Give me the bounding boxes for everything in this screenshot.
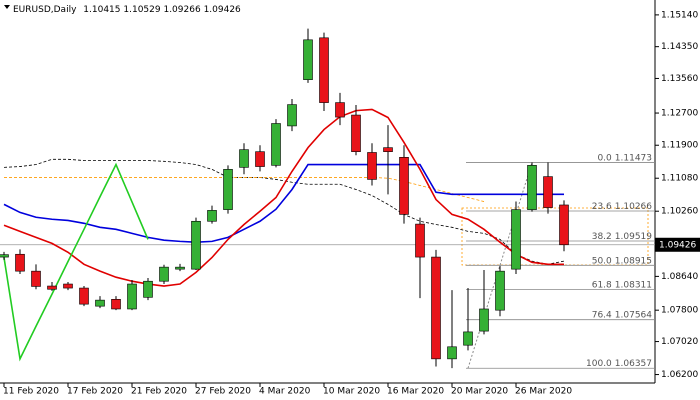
ohlc-high: 1.10529 [123, 5, 160, 15]
symbol: EURUSD,Daily [13, 5, 77, 15]
fib-label: 50.0 1.08915 [592, 256, 652, 266]
y-tick-label: 1.06200 [661, 370, 698, 380]
y-tick-label: 1.12700 [661, 109, 698, 119]
fib-label: 100.0 1.06357 [586, 359, 652, 369]
fib-price: 1.08311 [615, 280, 652, 290]
candle-body [319, 37, 329, 103]
candle-body [0, 254, 9, 258]
candle-body [239, 149, 249, 168]
y-tick-label: 1.15140 [661, 10, 698, 20]
candle-body [287, 104, 297, 127]
y-tick-label: 1.14350 [661, 42, 698, 52]
candle-body [143, 280, 153, 298]
candle-body [111, 299, 121, 310]
candle-body [127, 283, 137, 310]
symbol-icon [4, 5, 10, 9]
fib-price: 1.09519 [615, 232, 652, 242]
candle-body [303, 39, 313, 80]
candle-body [207, 210, 217, 222]
current-price-label: 1.09426 [659, 240, 696, 250]
x-tick-label: 11 Feb 2020 [3, 387, 59, 397]
fib-level-name: 100.0 [586, 359, 612, 369]
y-tick-label: 1.08640 [661, 272, 698, 282]
y-tick-label: 1.07800 [661, 306, 698, 316]
candle-body [255, 151, 265, 167]
chart-title: EURUSD,Daily 1.10415 1.10529 1.09266 1.0… [13, 5, 241, 15]
candle-body [31, 270, 41, 287]
ohlc-low: 1.09266 [163, 5, 200, 15]
y-tick-label: 1.13560 [661, 74, 698, 84]
candle-body [95, 299, 105, 307]
candle-body [463, 331, 473, 346]
fib-label: 61.8 1.08311 [592, 280, 652, 290]
x-tick-label: 4 Mar 2020 [259, 387, 311, 397]
x-tick-label: 26 Mar 2020 [515, 387, 572, 397]
x-tick-label: 16 Mar 2020 [387, 387, 444, 397]
indicator-line [3, 108, 564, 287]
candle-body [399, 157, 409, 215]
candle-body [191, 220, 201, 270]
fib-label: 0.0 1.11473 [597, 153, 652, 163]
fib-price: 1.11473 [615, 153, 652, 163]
fib-level-name: 0.0 [597, 153, 612, 163]
candle-body [527, 165, 537, 210]
x-tick-label: 20 Mar 2020 [451, 387, 508, 397]
y-tick-label: 1.07020 [661, 337, 698, 347]
candle-body [447, 346, 457, 360]
candle-body [431, 256, 441, 360]
fib-label: 23.6 1.10266 [592, 201, 653, 211]
candle-body [543, 176, 553, 208]
fib-level-name: 50.0 [592, 256, 612, 266]
fib-label: 38.2 1.09519 [592, 232, 653, 242]
y-tick-label: 1.10260 [661, 207, 698, 217]
fib-price: 1.06357 [615, 359, 652, 369]
candle-body [159, 266, 169, 282]
x-tick-label: 10 Mar 2020 [323, 387, 380, 397]
candle-body [415, 223, 425, 258]
x-tick-label: 17 Feb 2020 [67, 387, 123, 397]
fib-level-name: 76.4 [592, 310, 612, 320]
fib-price: 1.08915 [615, 256, 652, 266]
fib-price: 1.07564 [615, 310, 652, 320]
fib-level-name: 38.2 [592, 232, 612, 242]
candle-body [383, 147, 393, 152]
candle-body [79, 287, 89, 305]
candle-body [335, 102, 345, 118]
y-tick-label: 1.11900 [661, 141, 698, 151]
indicator-line [3, 163, 564, 243]
x-tick-label: 21 Feb 2020 [131, 387, 187, 397]
candle-body [15, 253, 25, 272]
candle-body [351, 114, 361, 152]
y-tick-label: 1.11080 [661, 174, 698, 184]
candle-body [63, 283, 73, 289]
candle-body [559, 204, 569, 246]
candle-body [367, 152, 377, 180]
fib-price: 1.10266 [615, 201, 652, 211]
candle-body [479, 308, 489, 332]
current-price-box [655, 237, 700, 252]
fib-level-name: 61.8 [592, 280, 612, 290]
x-tick-label: 27 Feb 2020 [195, 387, 251, 397]
fib-label: 76.4 1.07564 [592, 310, 653, 320]
fib-level-name: 23.6 [592, 201, 612, 211]
candle-body [47, 285, 57, 290]
ohlc-open: 1.10415 [83, 5, 120, 15]
indicator-line [3, 162, 149, 362]
candle-body [271, 123, 281, 166]
candle-body [223, 169, 233, 210]
indicator-line [3, 158, 565, 265]
candle-body [495, 270, 505, 311]
candle-body [175, 266, 185, 270]
ohlc-close: 1.09426 [204, 5, 241, 15]
candle-body [511, 209, 521, 270]
